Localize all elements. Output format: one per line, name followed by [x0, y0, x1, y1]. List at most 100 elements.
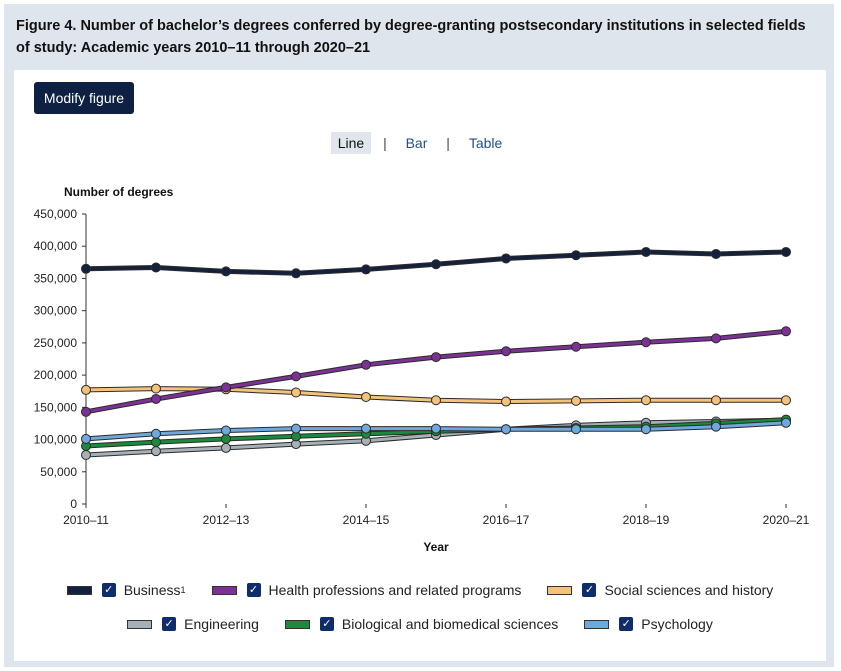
data-point-business: [361, 264, 371, 275]
legend-label: Social sciences and history: [604, 582, 774, 598]
legend-item-biological-sciences[interactable]: ✓ Biological and biomedical sciences: [284, 616, 559, 632]
y-tick-label: 100,000: [34, 433, 78, 447]
data-point-psychology: [501, 424, 511, 435]
legend-label: Engineering: [184, 616, 259, 632]
tab-table[interactable]: Table: [468, 135, 503, 151]
legend-item-psychology[interactable]: ✓ Psychology: [584, 616, 713, 632]
legend-swatch: [127, 619, 153, 629]
data-point-psychology: [81, 433, 91, 444]
y-tick-label: 450,000: [34, 207, 78, 221]
y-tick-label: 250,000: [34, 336, 78, 350]
checkbox-icon[interactable]: ✓: [101, 583, 116, 597]
y-tick-label: 400,000: [34, 239, 78, 253]
y-tick-label: 200,000: [34, 368, 78, 382]
data-point-health-professions-and-related-programs: [291, 371, 301, 382]
data-point-engineering: [81, 450, 91, 461]
data-point-psychology: [781, 417, 791, 428]
tab-line[interactable]: Line: [330, 132, 372, 154]
data-point-engineering: [221, 442, 231, 453]
y-tick-label: 50,000: [40, 465, 77, 479]
y-tick-label: 300,000: [34, 304, 78, 318]
data-point-business: [501, 253, 511, 264]
data-point-psychology: [221, 425, 231, 436]
data-point-social-sciences-and-history: [571, 395, 581, 406]
y-tick-label: 150,000: [34, 400, 78, 414]
footnote-marker: 1: [180, 585, 186, 595]
tab-bar[interactable]: Bar: [405, 135, 428, 151]
x-axis-title: Year: [423, 540, 449, 554]
data-point-health-professions-and-related-programs: [361, 359, 371, 370]
data-point-health-professions-and-related-programs: [641, 337, 651, 348]
legend-swatch: [66, 585, 92, 595]
data-point-health-professions-and-related-programs: [221, 382, 231, 393]
legend-label: Psychology: [641, 616, 713, 632]
x-tick-label: 2018–19: [623, 513, 670, 527]
x-tick-label: 2014–15: [343, 513, 390, 527]
checkbox-icon[interactable]: ✓: [162, 617, 177, 631]
legend-swatch: [584, 619, 610, 629]
data-point-health-professions-and-related-programs: [571, 341, 581, 352]
data-point-psychology: [431, 423, 441, 434]
checkbox-icon[interactable]: ✓: [319, 617, 334, 631]
data-point-psychology: [291, 423, 301, 434]
legend-swatch: [547, 585, 573, 595]
checkbox-icon[interactable]: ✓: [619, 617, 634, 631]
data-point-business: [81, 263, 91, 274]
y-tick-label: 350,000: [34, 271, 78, 285]
data-point-business: [431, 259, 441, 270]
tab-separator: |: [383, 135, 387, 151]
data-point-biological-and-biomedical-sciences: [151, 437, 161, 448]
data-point-engineering: [151, 446, 161, 457]
data-point-psychology: [151, 428, 161, 439]
x-tick-label: 2020–21: [763, 513, 810, 527]
legend-row-2: ✓ Engineering ✓ Biological and biomedica…: [14, 616, 826, 632]
y-axis-title: Number of degrees: [64, 185, 174, 199]
data-point-social-sciences-and-history: [431, 395, 441, 406]
data-point-health-professions-and-related-programs: [81, 406, 91, 417]
legend-swatch: [211, 585, 237, 595]
legend-row-1: ✓ Business 1 ✓ Health professions and rel…: [14, 582, 826, 598]
figure-panel: Modify figure Line | Bar | Table Number …: [14, 70, 826, 661]
legend-item-health-professions[interactable]: ✓ Health professions and related program…: [211, 582, 522, 598]
figure-frame: Figure 4. Number of bachelor’s degrees c…: [4, 4, 834, 667]
data-point-social-sciences-and-history: [641, 395, 651, 406]
data-point-business: [711, 248, 721, 259]
line-chart: Number of degrees 0 50,000 100,000 150,000 20…: [34, 185, 810, 554]
data-point-social-sciences-and-history: [151, 383, 161, 394]
data-point-health-professions-and-related-programs: [431, 352, 441, 363]
data-point-social-sciences-and-history: [361, 392, 371, 403]
data-point-psychology: [641, 424, 651, 435]
legend-item-engineering[interactable]: ✓ Engineering: [127, 616, 259, 632]
data-point-social-sciences-and-history: [711, 395, 721, 406]
checkbox-icon[interactable]: ✓: [246, 583, 261, 597]
legend-label: Health professions and related programs: [268, 582, 522, 598]
data-point-psychology: [571, 424, 581, 435]
data-point-psychology: [711, 421, 721, 432]
checkbox-icon[interactable]: ✓: [582, 583, 597, 597]
data-point-business: [151, 262, 161, 273]
data-point-social-sciences-and-history: [291, 387, 301, 398]
modify-figure-button[interactable]: Modify figure: [34, 82, 134, 114]
data-point-social-sciences-and-history: [781, 395, 791, 406]
data-point-biological-and-biomedical-sciences: [221, 433, 231, 444]
figure-title: Figure 4. Number of bachelor’s degrees c…: [16, 18, 806, 56]
data-point-health-professions-and-related-programs: [151, 393, 161, 404]
data-point-business: [641, 247, 651, 258]
x-tick-label: 2012–13: [203, 513, 250, 527]
data-point-business: [221, 266, 231, 277]
x-tick-label: 2010–11: [63, 513, 109, 527]
data-point-health-professions-and-related-programs: [501, 346, 511, 357]
legend-item-business[interactable]: ✓ Business 1: [66, 582, 186, 598]
view-tabs: Line | Bar | Table: [14, 132, 826, 154]
legend-label: Biological and biomedical sciences: [341, 616, 559, 632]
tab-separator: |: [446, 135, 450, 151]
y-tick-label: 0: [70, 497, 77, 511]
legend-item-social-sciences[interactable]: ✓ Social sciences and history: [547, 582, 773, 598]
data-point-business: [291, 268, 301, 279]
data-point-health-professions-and-related-programs: [711, 333, 721, 344]
data-point-business: [571, 250, 581, 261]
data-point-social-sciences-and-history: [501, 396, 511, 407]
data-point-social-sciences-and-history: [81, 384, 91, 395]
x-tick-label: 2016–17: [483, 513, 530, 527]
data-point-business: [781, 247, 791, 258]
